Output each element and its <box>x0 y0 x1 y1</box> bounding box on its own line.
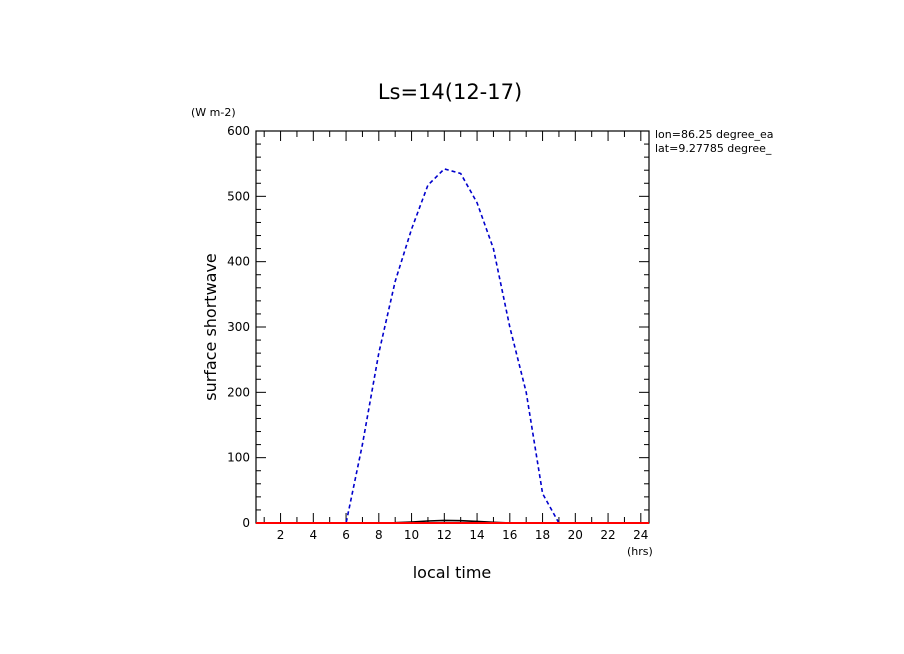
x-tick-label: 12 <box>437 528 452 542</box>
x-tick-label: 24 <box>633 528 648 542</box>
y-tick-label: 200 <box>227 385 250 399</box>
y-tick-label: 0 <box>242 516 250 530</box>
x-tick-label: 4 <box>309 528 317 542</box>
y-tick-label: 300 <box>227 320 250 334</box>
x-tick-label: 2 <box>277 528 285 542</box>
plot-frame <box>255 130 650 524</box>
x-tick-label: 10 <box>404 528 419 542</box>
x-tick-label: 8 <box>375 528 383 542</box>
x-tick-label: 14 <box>469 528 484 542</box>
x-axis-label: local time <box>413 563 492 582</box>
series-layer <box>256 168 649 524</box>
x-tick-label: 22 <box>600 528 615 542</box>
x-tick-label: 20 <box>568 528 583 542</box>
y-tick-label: 600 <box>227 124 250 138</box>
annotation-lat: lat=9.27785 degree_ <box>655 142 772 155</box>
x-tick-label: 18 <box>535 528 550 542</box>
series-line-downward-shortwave <box>256 168 649 524</box>
y-tick-label: 500 <box>227 189 250 203</box>
x-units-label: (hrs) <box>627 545 653 558</box>
y-axis-label: surface shortwave <box>201 253 220 401</box>
chart-title: Ls=14(12-17) <box>378 80 522 104</box>
annotation-lon: lon=86.25 degree_ea <box>655 128 774 141</box>
x-tick-label: 6 <box>342 528 350 542</box>
y-tick-label: 400 <box>227 255 250 269</box>
x-tick-label: 16 <box>502 528 517 542</box>
y-units-label: (W m-2) <box>191 106 236 119</box>
y-tick-label: 100 <box>227 451 250 465</box>
